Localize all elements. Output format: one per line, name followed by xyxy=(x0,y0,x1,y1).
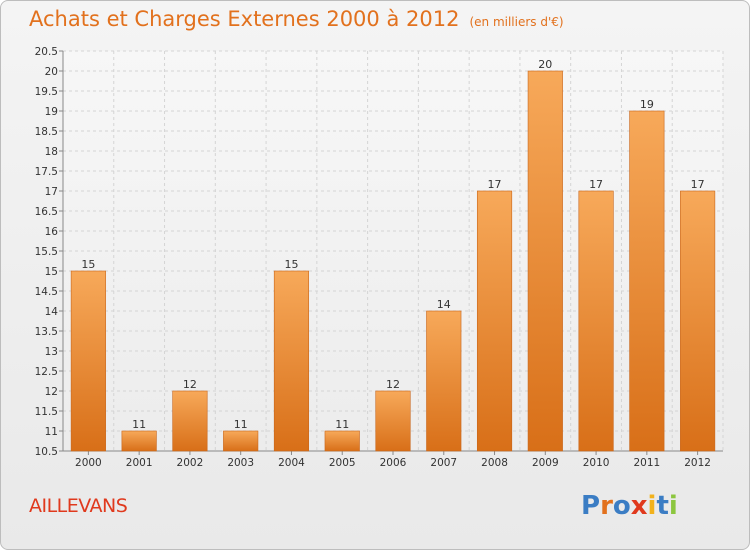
logo-letter: i xyxy=(668,491,678,521)
y-tick-label: 19 xyxy=(45,106,58,118)
bar[interactable] xyxy=(476,190,513,452)
chart-title: Achats et Charges Externes 2000 à 2012 (e… xyxy=(29,7,564,31)
x-tick-label: 2006 xyxy=(380,457,407,469)
logo-letter: x xyxy=(630,491,648,521)
bar-data-label: 11 xyxy=(234,418,248,431)
bar-data-label: 12 xyxy=(183,378,197,391)
logo-letter: r xyxy=(600,491,613,521)
y-tick-label: 14 xyxy=(45,306,59,318)
grid-layer xyxy=(62,50,724,452)
bar-data-label: 20 xyxy=(538,58,552,71)
x-tick-label: 2011 xyxy=(633,457,660,469)
bar-data-label: 12 xyxy=(386,378,400,391)
bar[interactable] xyxy=(680,190,716,452)
bar[interactable] xyxy=(172,390,208,452)
x-tick-label: 2001 xyxy=(126,457,153,469)
bar[interactable] xyxy=(629,110,665,452)
y-tick-label: 16 xyxy=(45,226,59,238)
y-tick-label: 20.5 xyxy=(35,46,58,58)
y-tick-label: 12.5 xyxy=(35,366,58,378)
proxiti-logo[interactable]: Proxiti xyxy=(581,491,678,521)
bar-data-label: 15 xyxy=(284,258,298,271)
y-tick-label: 11.5 xyxy=(35,406,58,418)
y-tick-label: 15 xyxy=(45,266,58,278)
bar[interactable] xyxy=(324,430,360,452)
x-tick-label: 2012 xyxy=(684,457,711,469)
x-tick-label: 2003 xyxy=(227,457,254,469)
y-tick-label: 10.5 xyxy=(35,446,58,458)
bar-data-label: 17 xyxy=(691,178,705,191)
bar[interactable] xyxy=(223,430,259,452)
bar[interactable] xyxy=(578,190,614,452)
bar-data-label: 15 xyxy=(81,258,95,271)
x-tick-label: 2009 xyxy=(532,457,559,469)
y-tick-label: 20 xyxy=(45,66,58,78)
bar[interactable] xyxy=(426,310,462,452)
x-tick-label: 2008 xyxy=(481,457,508,469)
bar-data-label: 11 xyxy=(132,418,146,431)
x-tick-label: 2005 xyxy=(329,457,356,469)
bar-data-label: 19 xyxy=(640,98,654,111)
x-tick-label: 2002 xyxy=(177,457,204,469)
y-tick-label: 12 xyxy=(45,386,58,398)
bar-data-label: 11 xyxy=(335,418,349,431)
y-tick-label: 17 xyxy=(45,186,58,198)
y-tick-label: 15.5 xyxy=(35,246,58,258)
y-tick-label: 16.5 xyxy=(35,206,58,218)
label-layer: 10.5 11 11.5 12 12.5 13 13.5 14 14.5 15 15.5 16 16.5… xyxy=(35,46,711,469)
bar-layer xyxy=(70,70,716,452)
bar-data-label: 14 xyxy=(437,298,451,311)
x-tick-label: 2007 xyxy=(430,457,457,469)
y-tick-label: 18.5 xyxy=(35,126,58,138)
logo-letter: P xyxy=(581,491,601,521)
logo-letter: o xyxy=(612,491,631,521)
x-tick-label: 2004 xyxy=(278,457,305,469)
x-tick-label: 2010 xyxy=(583,457,610,469)
y-tick-label: 11 xyxy=(45,426,58,438)
bar-data-label: 17 xyxy=(589,178,603,191)
bar[interactable] xyxy=(121,430,157,452)
chart-title-unit: (en milliers d'€) xyxy=(469,15,564,29)
y-tick-label: 14.5 xyxy=(35,286,58,298)
bar-data-label: 17 xyxy=(488,178,502,191)
chart-title-main: Achats et Charges Externes 2000 à 2012 xyxy=(29,7,460,31)
commune-name: AILLEVANS xyxy=(29,495,128,517)
y-tick-label: 17.5 xyxy=(35,166,58,178)
bar[interactable] xyxy=(527,70,563,452)
y-tick-label: 13 xyxy=(45,346,58,358)
x-tick-label: 2000 xyxy=(75,457,102,469)
bar[interactable] xyxy=(375,390,411,452)
y-tick-label: 18 xyxy=(45,146,58,158)
y-tick-label: 13.5 xyxy=(35,326,58,338)
bar[interactable] xyxy=(273,270,310,452)
bar[interactable] xyxy=(70,270,106,452)
logo-letter: i xyxy=(647,491,657,521)
logo-letter: t xyxy=(656,491,669,521)
y-tick-label: 19.5 xyxy=(35,86,58,98)
